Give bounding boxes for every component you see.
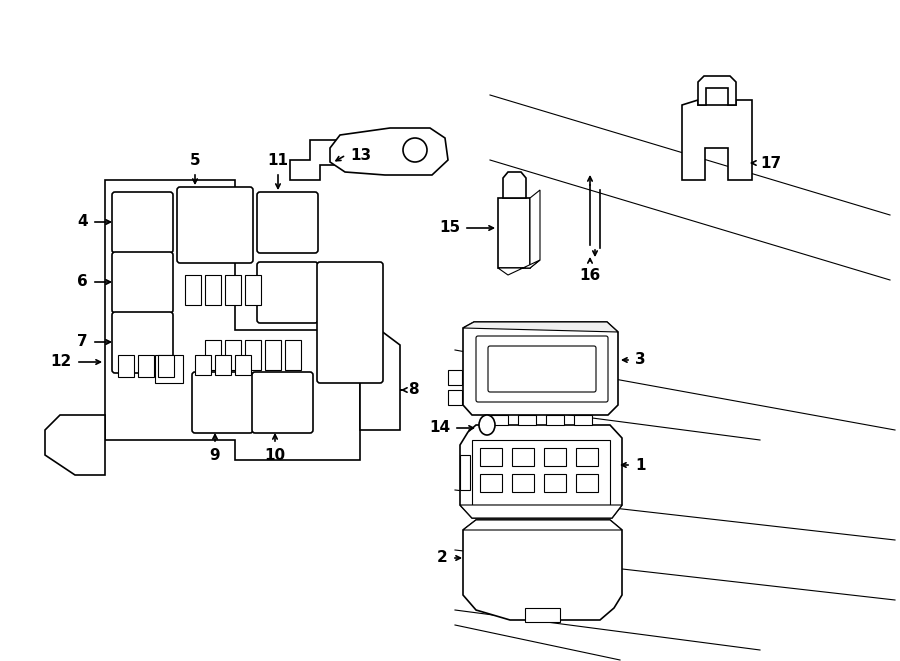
Polygon shape	[463, 520, 622, 530]
Bar	[525, 608, 560, 622]
Polygon shape	[460, 505, 622, 518]
Text: 8: 8	[408, 383, 418, 397]
Text: 6: 6	[77, 274, 88, 290]
Bar	[448, 370, 462, 385]
Text: 7: 7	[77, 334, 88, 350]
FancyBboxPatch shape	[476, 336, 608, 402]
Bar	[235, 355, 251, 375]
FancyBboxPatch shape	[112, 252, 173, 313]
FancyBboxPatch shape	[177, 187, 253, 263]
Polygon shape	[330, 128, 448, 175]
Text: 10: 10	[265, 448, 285, 463]
FancyBboxPatch shape	[112, 312, 173, 373]
Polygon shape	[503, 172, 526, 198]
Bar	[480, 474, 502, 492]
Bar	[245, 275, 261, 305]
Polygon shape	[518, 415, 536, 425]
Polygon shape	[574, 415, 592, 425]
Text: 11: 11	[267, 153, 289, 168]
Bar	[155, 355, 183, 383]
FancyBboxPatch shape	[257, 262, 318, 323]
Text: 5: 5	[190, 153, 201, 168]
Bar	[448, 390, 462, 405]
Polygon shape	[530, 190, 540, 268]
Polygon shape	[498, 198, 530, 268]
Bar	[205, 340, 221, 370]
Bar	[185, 275, 201, 305]
FancyBboxPatch shape	[252, 372, 313, 433]
Bar	[195, 355, 211, 375]
Bar	[215, 355, 231, 375]
Bar	[576, 448, 598, 466]
Bar	[158, 355, 174, 377]
FancyBboxPatch shape	[257, 192, 318, 253]
Text: 2: 2	[437, 551, 448, 566]
FancyBboxPatch shape	[192, 372, 253, 433]
Text: 3: 3	[635, 352, 645, 368]
Polygon shape	[290, 140, 345, 180]
Bar	[205, 275, 221, 305]
Bar	[265, 340, 281, 370]
Polygon shape	[105, 180, 360, 460]
Bar	[512, 474, 534, 492]
Polygon shape	[498, 260, 540, 275]
Text: 17: 17	[760, 155, 781, 171]
Text: 13: 13	[350, 147, 371, 163]
Text: 16: 16	[580, 268, 600, 283]
Polygon shape	[472, 440, 610, 505]
Text: 9: 9	[210, 448, 220, 463]
Bar	[480, 448, 502, 466]
Bar	[118, 355, 134, 377]
Polygon shape	[463, 322, 618, 415]
Bar	[512, 448, 534, 466]
FancyBboxPatch shape	[488, 346, 596, 392]
FancyBboxPatch shape	[112, 192, 173, 253]
Bar	[544, 474, 566, 492]
Bar	[576, 474, 598, 492]
Polygon shape	[360, 330, 400, 430]
Text: 12: 12	[50, 354, 72, 369]
Polygon shape	[698, 76, 736, 105]
Text: 15: 15	[439, 221, 460, 235]
Bar	[225, 275, 241, 305]
Bar	[285, 340, 301, 370]
FancyBboxPatch shape	[317, 262, 383, 383]
Polygon shape	[682, 100, 752, 180]
Polygon shape	[463, 520, 622, 620]
Polygon shape	[460, 425, 622, 518]
Polygon shape	[546, 415, 564, 425]
Polygon shape	[463, 322, 618, 332]
Bar	[544, 448, 566, 466]
Bar	[245, 340, 261, 370]
Bar	[138, 355, 154, 377]
Polygon shape	[490, 415, 508, 425]
Circle shape	[403, 138, 427, 162]
Bar	[225, 340, 241, 370]
Polygon shape	[45, 415, 105, 475]
Text: 1: 1	[635, 457, 645, 473]
Text: 14: 14	[429, 420, 450, 436]
Bar	[460, 455, 470, 490]
Ellipse shape	[479, 415, 495, 435]
Text: 4: 4	[77, 215, 88, 229]
